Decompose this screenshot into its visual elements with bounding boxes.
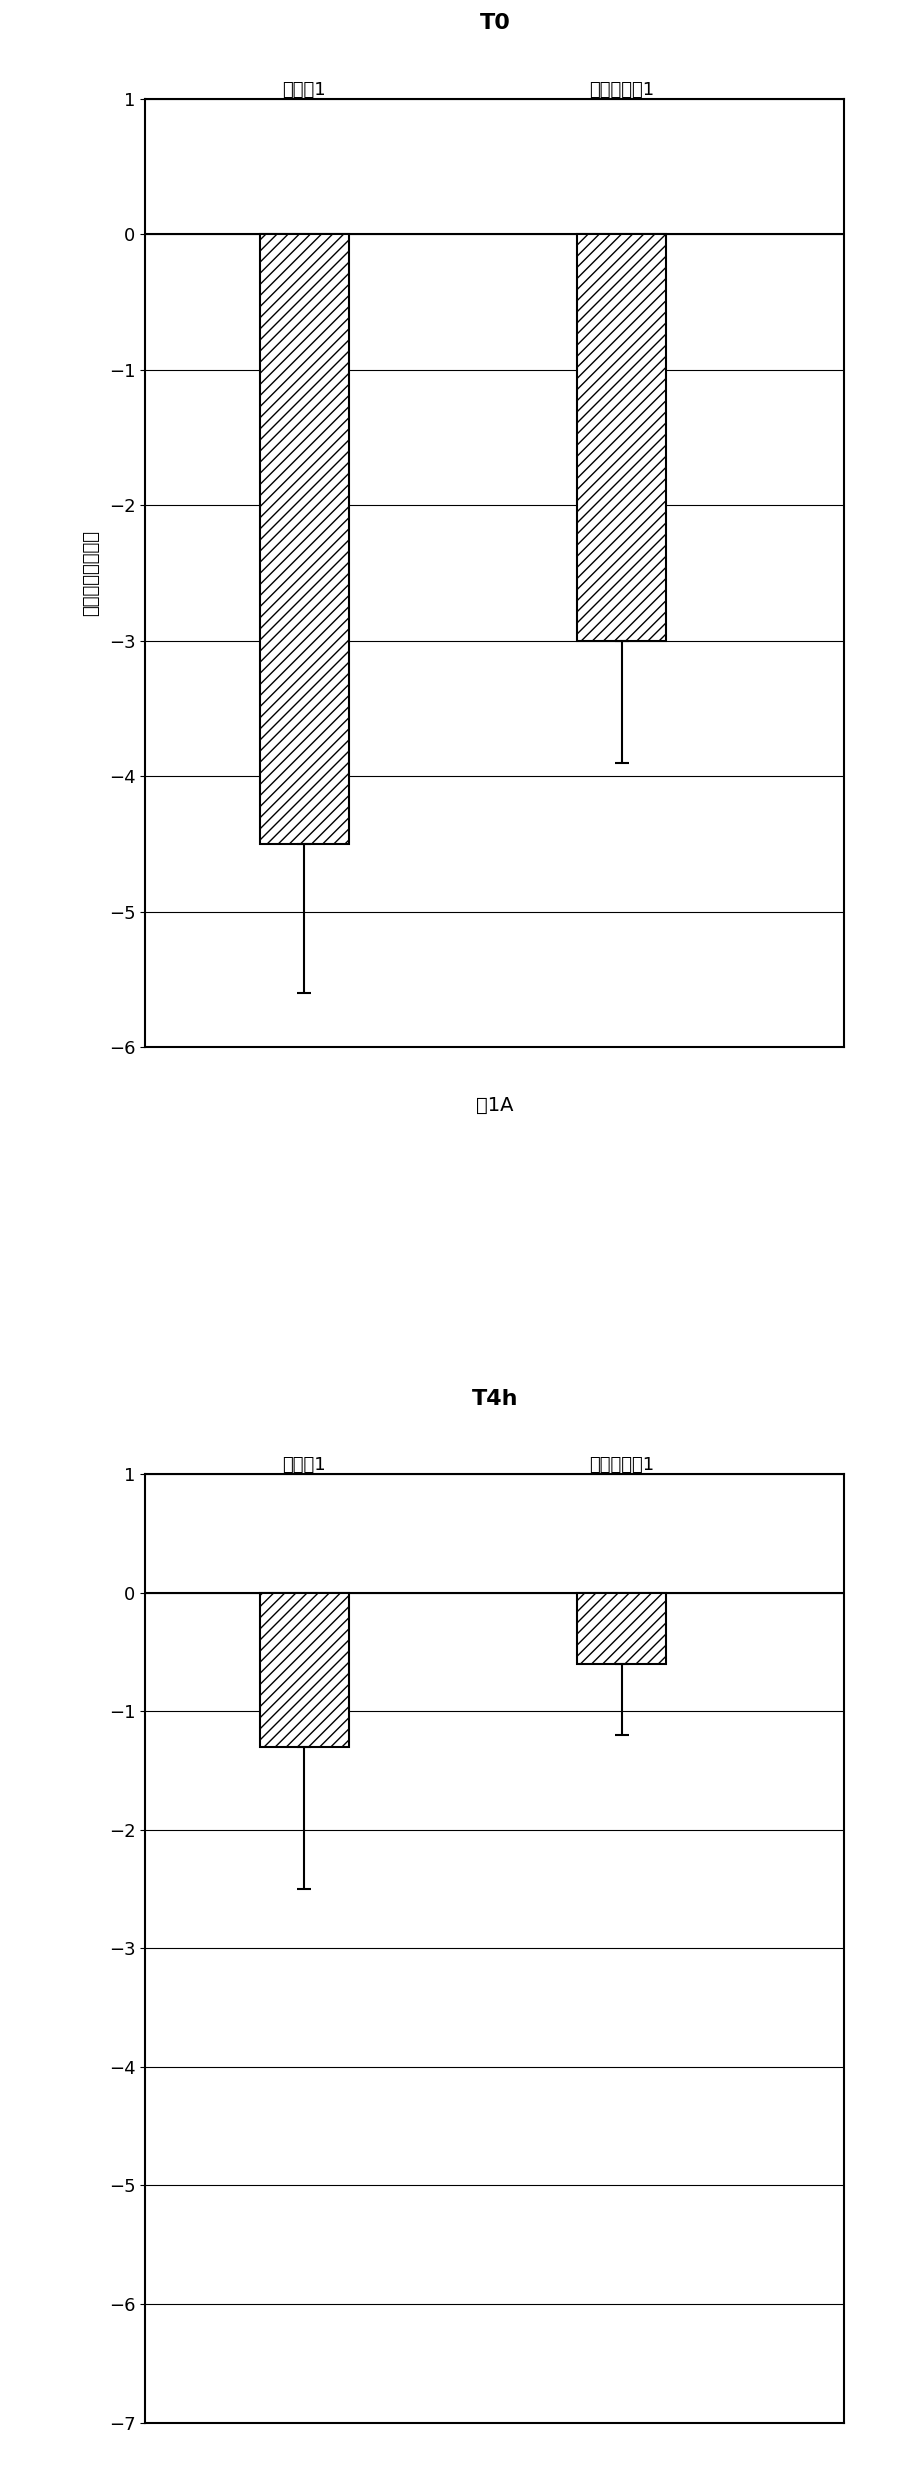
Bar (577, 235, 666, 640)
Text: 实施例1: 实施例1 (282, 1456, 326, 1473)
Title: T0: T0 (479, 12, 510, 35)
Text: 实施例1: 实施例1 (282, 82, 326, 99)
Text: 对比实施例1: 对比实施例1 (589, 1456, 655, 1473)
Bar (260, 1592, 349, 1748)
Bar (577, 1592, 666, 1664)
Text: 对比实施例1: 对比实施例1 (589, 82, 655, 99)
Title: T4h: T4h (471, 1389, 518, 1409)
Y-axis label: 光泽控制平均分数: 光泽控制平均分数 (83, 529, 101, 616)
Text: 图1A: 图1A (476, 1095, 514, 1115)
Bar (260, 235, 349, 843)
